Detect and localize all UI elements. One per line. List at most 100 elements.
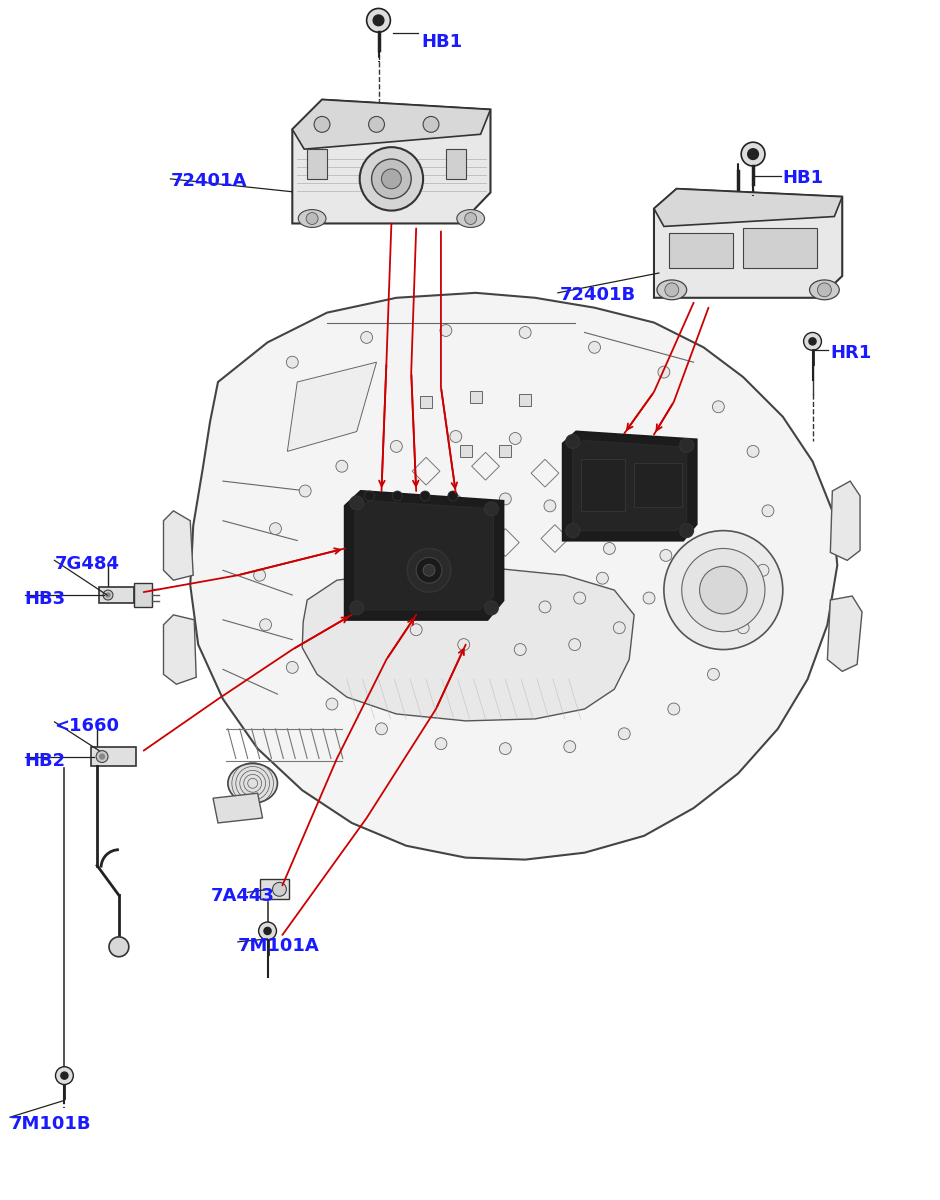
Circle shape: [544, 500, 556, 512]
Polygon shape: [345, 491, 503, 620]
Ellipse shape: [457, 210, 484, 228]
Circle shape: [258, 922, 276, 940]
Circle shape: [643, 592, 655, 604]
Circle shape: [566, 434, 580, 449]
Text: HB3: HB3: [24, 590, 66, 608]
Circle shape: [287, 356, 298, 368]
Circle shape: [569, 638, 581, 650]
Circle shape: [499, 743, 511, 755]
Circle shape: [619, 470, 630, 482]
Bar: [581, 460, 625, 511]
Bar: [519, 394, 531, 406]
Circle shape: [464, 212, 477, 224]
Polygon shape: [830, 481, 860, 560]
Circle shape: [603, 542, 616, 554]
Circle shape: [809, 338, 816, 344]
Circle shape: [259, 619, 272, 631]
Circle shape: [390, 440, 402, 452]
Circle shape: [440, 324, 452, 336]
Circle shape: [660, 550, 672, 562]
Circle shape: [361, 331, 372, 343]
Text: HB1: HB1: [783, 169, 824, 187]
Circle shape: [365, 491, 374, 500]
Polygon shape: [164, 614, 196, 684]
Ellipse shape: [227, 763, 277, 803]
Polygon shape: [190, 293, 838, 859]
Text: car  parts: car parts: [258, 622, 537, 678]
Circle shape: [350, 601, 364, 614]
Bar: [744, 228, 818, 268]
Text: HB2: HB2: [24, 751, 66, 769]
Circle shape: [818, 283, 831, 296]
Circle shape: [100, 754, 104, 760]
Text: 7G484: 7G484: [55, 556, 119, 574]
Bar: [91, 746, 135, 767]
Circle shape: [55, 1067, 73, 1085]
Circle shape: [103, 590, 113, 600]
Circle shape: [254, 569, 266, 581]
Polygon shape: [654, 188, 842, 298]
Circle shape: [435, 738, 446, 750]
Circle shape: [407, 548, 451, 592]
Circle shape: [757, 564, 769, 576]
Circle shape: [450, 431, 462, 443]
Circle shape: [106, 593, 110, 598]
Circle shape: [368, 116, 384, 132]
Polygon shape: [827, 596, 862, 671]
Text: scuderia: scuderia: [327, 532, 807, 629]
Circle shape: [664, 530, 783, 649]
Circle shape: [741, 143, 765, 166]
Circle shape: [450, 494, 462, 506]
Polygon shape: [292, 100, 491, 149]
Circle shape: [61, 1072, 68, 1079]
Polygon shape: [563, 432, 697, 540]
Bar: [460, 445, 472, 457]
Text: <1660: <1660: [55, 716, 119, 734]
Bar: [259, 880, 290, 899]
Circle shape: [747, 149, 759, 160]
Bar: [669, 233, 733, 268]
Circle shape: [382, 169, 401, 188]
Circle shape: [270, 523, 281, 535]
Circle shape: [519, 326, 531, 338]
Circle shape: [682, 548, 765, 631]
Circle shape: [367, 8, 390, 32]
Circle shape: [514, 643, 526, 655]
Circle shape: [423, 564, 435, 576]
Circle shape: [299, 485, 311, 497]
Circle shape: [306, 212, 318, 224]
Circle shape: [584, 515, 596, 527]
Circle shape: [680, 523, 694, 538]
Polygon shape: [354, 500, 494, 610]
Circle shape: [264, 928, 271, 935]
Circle shape: [410, 624, 422, 636]
Text: 72401A: 72401A: [170, 172, 247, 190]
Text: HR1: HR1: [830, 344, 871, 362]
Text: 7A443: 7A443: [212, 887, 274, 905]
Bar: [470, 391, 481, 403]
Ellipse shape: [809, 280, 839, 300]
Circle shape: [499, 493, 511, 505]
Circle shape: [619, 728, 630, 739]
Polygon shape: [292, 100, 491, 223]
Circle shape: [737, 622, 749, 634]
Polygon shape: [164, 511, 194, 580]
Circle shape: [379, 599, 390, 611]
Circle shape: [665, 283, 679, 296]
Circle shape: [273, 882, 287, 896]
Polygon shape: [572, 440, 687, 530]
Circle shape: [597, 572, 608, 584]
Circle shape: [564, 740, 575, 752]
Circle shape: [573, 592, 586, 604]
Circle shape: [484, 601, 498, 614]
Circle shape: [96, 751, 108, 762]
Circle shape: [569, 445, 581, 457]
Circle shape: [747, 445, 759, 457]
Circle shape: [287, 661, 298, 673]
Bar: [420, 396, 432, 408]
Circle shape: [699, 566, 747, 614]
Circle shape: [539, 601, 551, 613]
Circle shape: [373, 14, 384, 25]
Ellipse shape: [657, 280, 687, 300]
Circle shape: [326, 698, 337, 710]
